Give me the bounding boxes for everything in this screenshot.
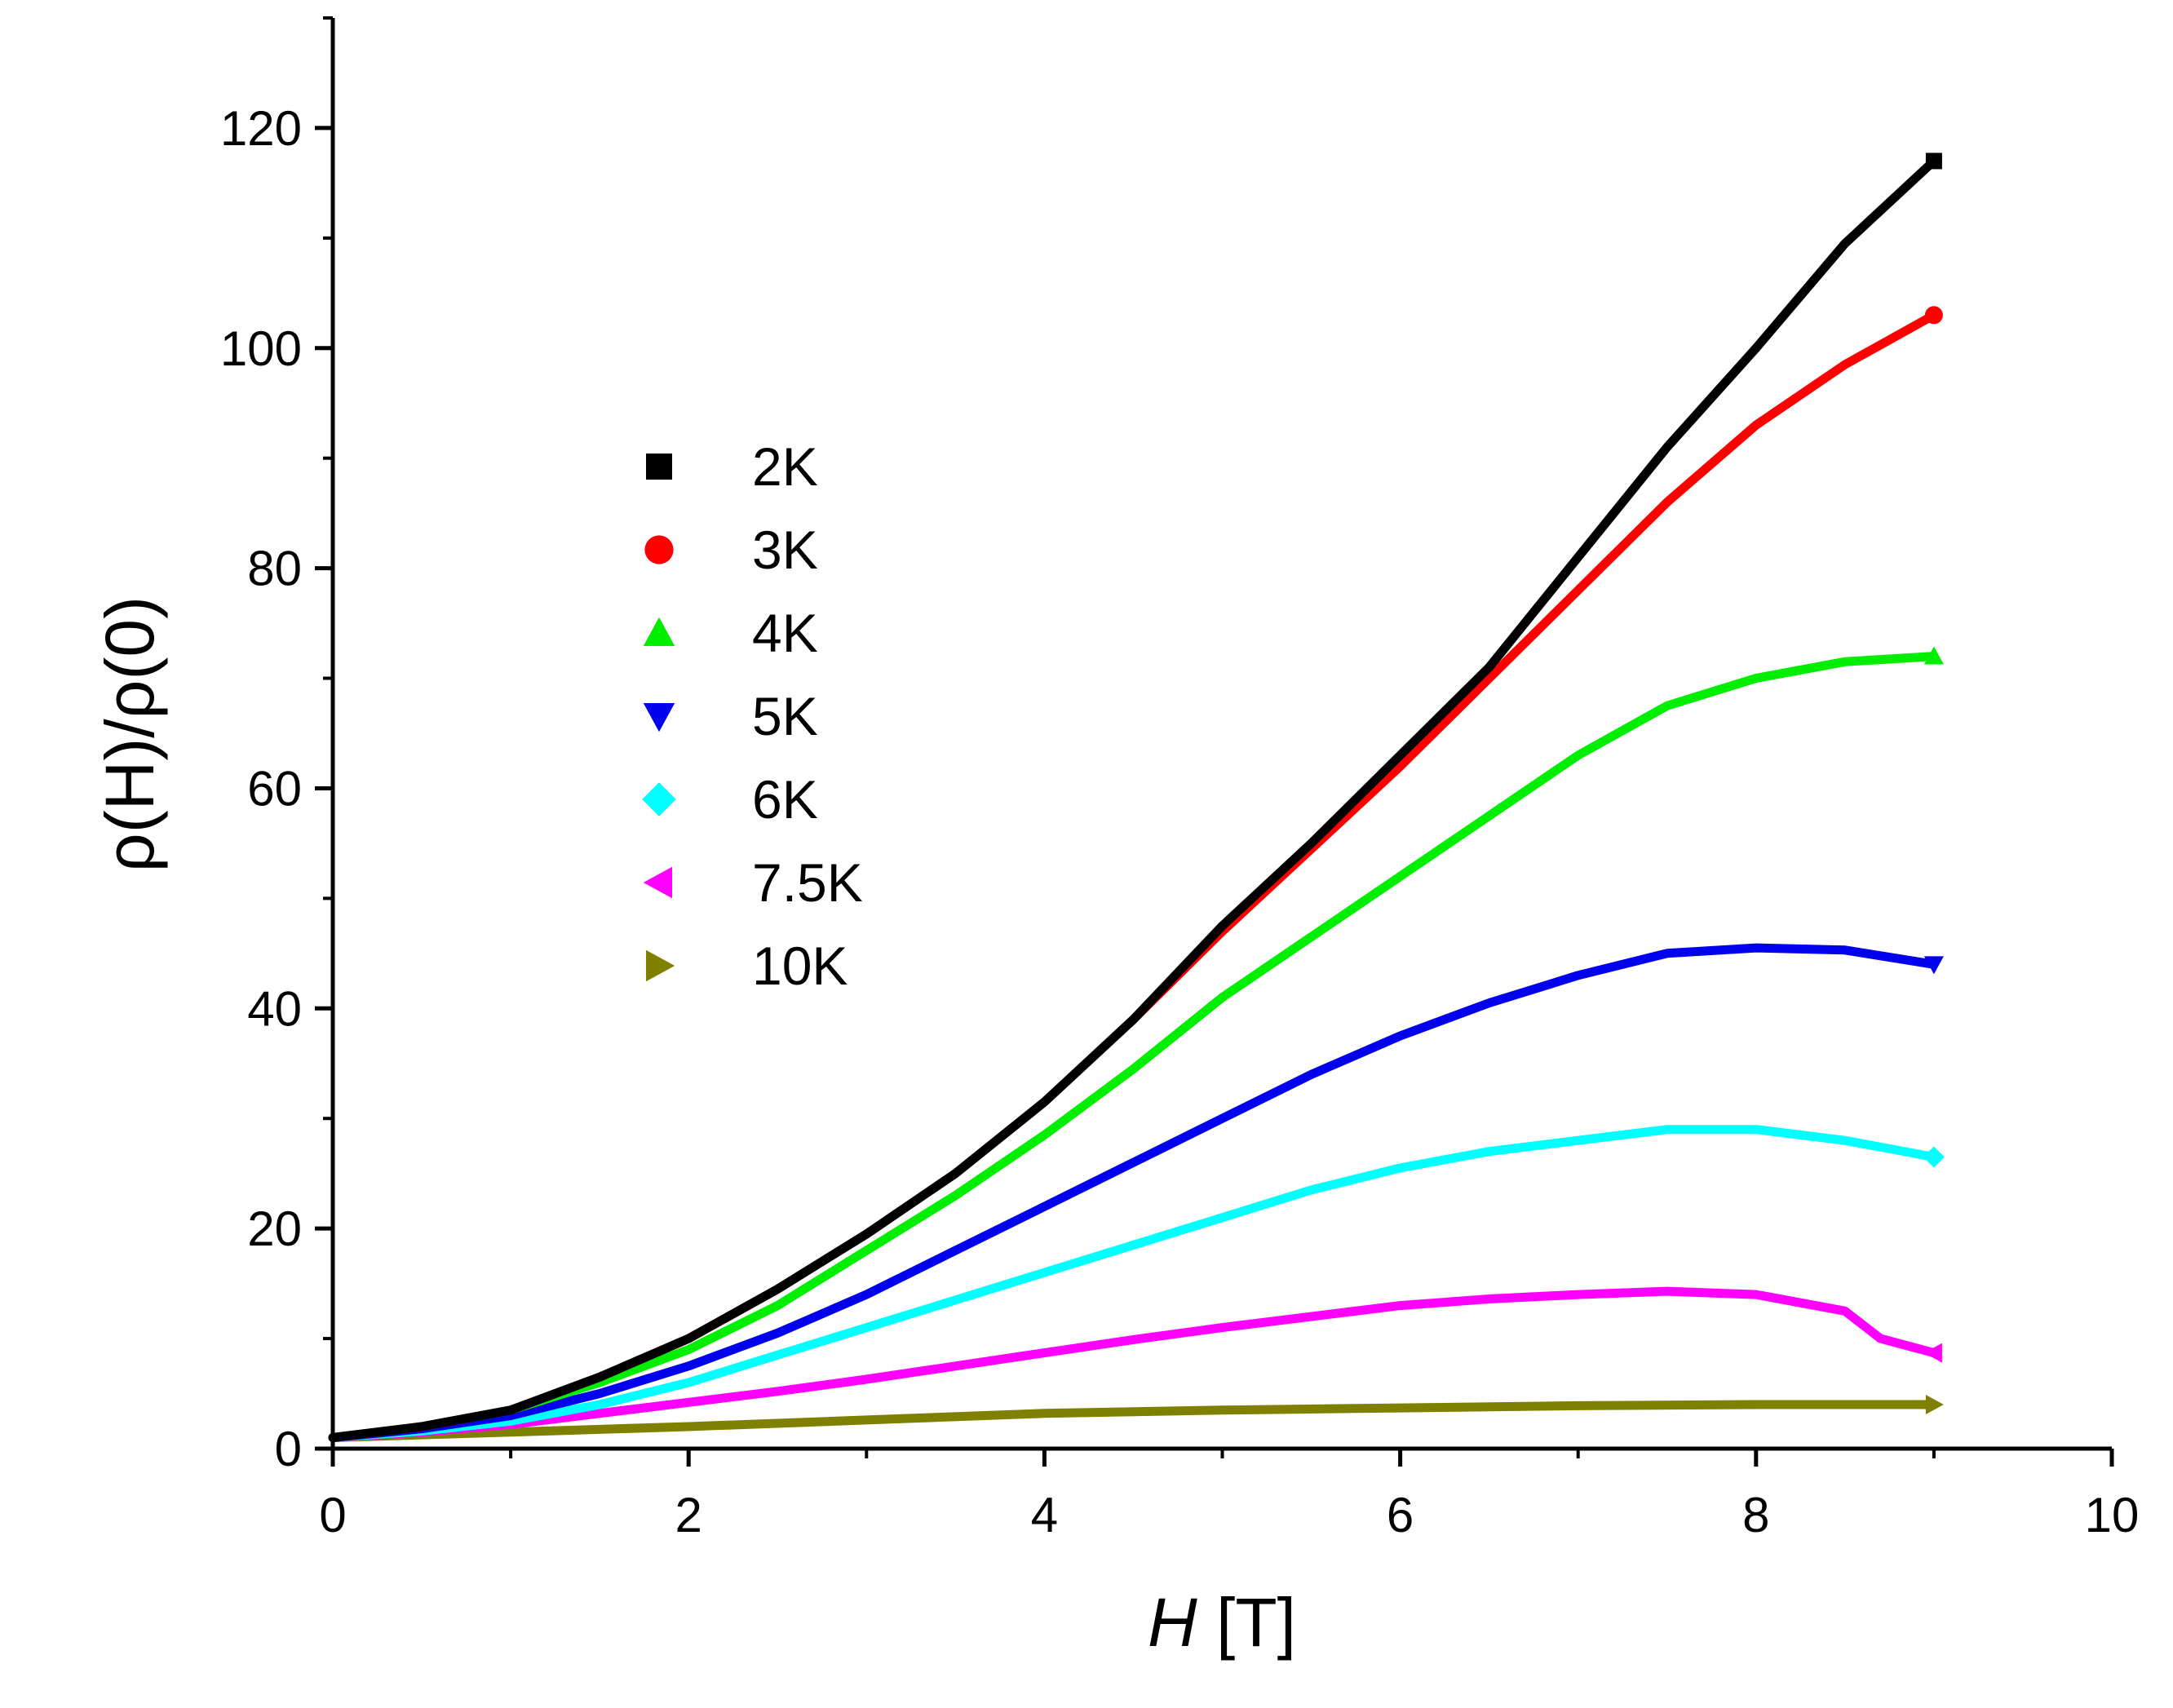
legend-label-4K: 4K: [752, 603, 818, 663]
series-line-4K: [328, 652, 1939, 1442]
y-tick-label: 20: [247, 1201, 302, 1256]
legend-item-10K: 10K: [646, 936, 848, 996]
legend-marker-7.5K: [643, 866, 672, 899]
x-tick-label: 0: [319, 1488, 346, 1542]
legend-item-3K: 3K: [644, 520, 818, 580]
series-7.5K: [328, 1286, 1942, 1442]
series-10K: [328, 1395, 1944, 1442]
x-tick-label: 2: [675, 1488, 702, 1542]
series-line-10K: [328, 1400, 1939, 1442]
x-tick-label: 10: [2085, 1488, 2140, 1542]
legend-label-10K: 10K: [752, 936, 848, 996]
series-line-3K: [328, 310, 1939, 1442]
y-tick-label: 0: [275, 1422, 302, 1476]
x-axis-title: H [T]: [1148, 1584, 1296, 1661]
legend: 2K 3K 4K 5K 6K 7.5K 10K: [642, 436, 863, 996]
legend-item-4K: 4K: [643, 603, 818, 663]
axes: [330, 18, 2112, 1451]
legend-marker-6K: [642, 782, 676, 816]
legend-label-7.5K: 7.5K: [752, 852, 863, 913]
x-axis-title-rest: [T]: [1197, 1584, 1296, 1661]
y-tick-label: 100: [220, 321, 302, 376]
y-axis-title: ρ(H)/ρ(0): [91, 596, 168, 872]
legend-label-3K: 3K: [752, 520, 818, 580]
series-line-6K: [328, 1125, 1939, 1442]
legend-marker-10K: [646, 949, 675, 982]
data-point-2K: [1925, 153, 1942, 170]
y-tick-label: 120: [220, 101, 302, 156]
series-line-7.5K: [328, 1286, 1939, 1442]
x-tick-label: 6: [1387, 1488, 1414, 1542]
y-tick-label: 80: [247, 542, 302, 596]
legend-item-7.5K: 7.5K: [643, 852, 863, 913]
y-tick-label: 40: [247, 981, 302, 1036]
series-line-2K: [328, 156, 1939, 1442]
legend-marker-2K: [646, 454, 672, 480]
legend-label-2K: 2K: [752, 436, 818, 497]
x-axis-title-italic: H: [1148, 1584, 1197, 1661]
legend-marker-5K: [643, 703, 675, 732]
legend-item-5K: 5K: [643, 686, 818, 746]
legend-marker-3K: [644, 535, 674, 564]
data-point-3K: [1924, 306, 1943, 325]
y-tick-label: 60: [247, 761, 302, 816]
data-point-5K: [1923, 956, 1944, 975]
legend-label-5K: 5K: [752, 686, 818, 746]
series-4K: [328, 646, 1944, 1442]
data-point-7.5K: [1923, 1343, 1942, 1363]
data-point-6K: [1923, 1146, 1945, 1168]
legend-item-2K: 2K: [646, 436, 818, 497]
series-6K: [328, 1125, 1945, 1442]
series-5K: [328, 943, 1944, 1442]
series-layer: [328, 153, 1945, 1442]
series-3K: [328, 306, 1943, 1442]
data-point-10K: [1925, 1395, 1944, 1415]
legend-item-6K: 6K: [642, 769, 818, 830]
series-line-5K: [328, 943, 1939, 1442]
legend-marker-4K: [643, 617, 675, 646]
legend-label-6K: 6K: [752, 769, 818, 830]
x-tick-label: 8: [1742, 1488, 1769, 1542]
data-point-4K: [1923, 646, 1944, 665]
series-2K: [328, 153, 1942, 1442]
x-tick-label: 4: [1031, 1488, 1058, 1542]
